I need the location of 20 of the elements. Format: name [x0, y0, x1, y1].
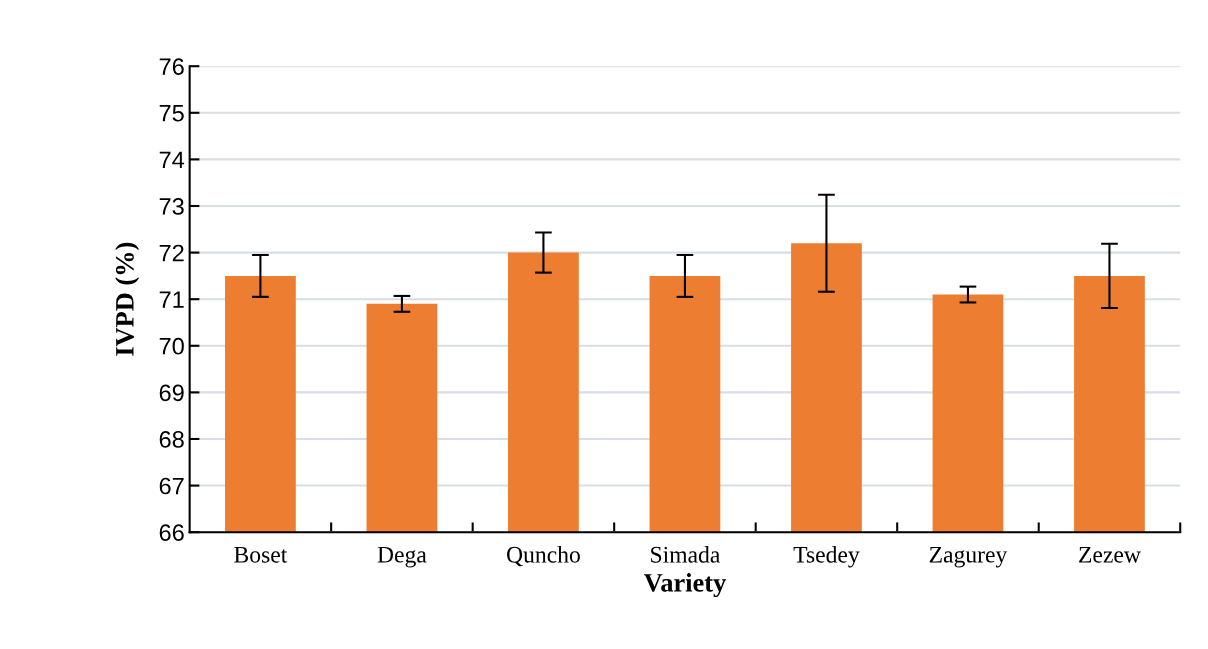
y-tick-label: 75: [159, 105, 184, 122]
x-tick-label: Dega: [377, 546, 427, 568]
y-tick-label: 71: [159, 291, 184, 308]
x-tick-label: Tsedey: [793, 546, 860, 568]
y-tick-label: 74: [159, 151, 185, 168]
x-tick-label: Quncho: [507, 546, 580, 567]
y-tick-label: 69: [159, 384, 184, 402]
y-tick-label: 76: [159, 58, 184, 75]
x-tick-label: Simada: [651, 546, 721, 563]
x-tick-label: Zezew: [1079, 546, 1141, 563]
y-tick-label: 67: [159, 477, 184, 495]
y-tick-label: 72: [159, 244, 184, 262]
y-tick-label: 66: [159, 524, 184, 541]
x-tick-label: Boset: [234, 546, 288, 563]
x-axis-title: Variety: [643, 573, 726, 598]
y-tick-label: 73: [159, 198, 184, 215]
x-tick-label: Zagurey: [929, 546, 1008, 568]
y-tick-label: 70: [159, 337, 184, 355]
y-axis-title: IVPD (%): [115, 242, 140, 356]
y-tick-label: 68: [159, 431, 184, 448]
